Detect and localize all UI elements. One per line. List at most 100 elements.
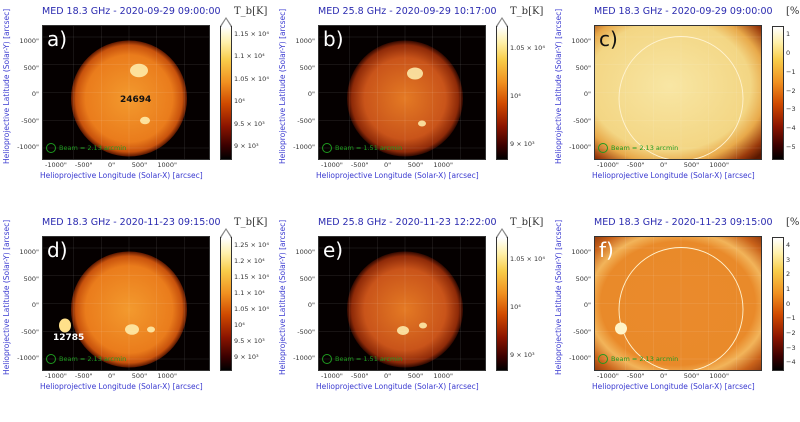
y-tick-label: 0" [31,301,39,309]
x-tick-label: -500" [350,372,369,380]
x-tick-label: 500" [683,372,700,380]
y-axis-label: Helioprojective Latitude (Solar-Y) [arcs… [278,8,287,164]
limb-active-region [615,322,627,335]
beam-text: Beam = 2.13 arcmin [611,144,679,152]
colorbar-tick-label: −3 [786,105,796,114]
panel-label: c) [599,27,618,51]
solar-image [318,236,486,371]
colorbar [772,237,784,371]
colorbar-extend-arrow-fill [497,230,507,238]
x-tick-label: -500" [74,372,93,380]
y-tick-label: -1000" [293,354,315,362]
colorbar-tick-label: 1 [786,30,791,38]
colorbar [220,26,232,160]
colorbar-tick-label: 0 [786,299,791,308]
y-tick-label: 500" [575,63,591,72]
panel-title: MED 25.8 GHz - 2020-11-23 12:22:00 [318,217,497,228]
y-tick-label: 1000" [295,248,315,256]
limb-circle [618,36,744,159]
y-tick-label: 1000" [571,248,591,256]
y-axis-label: Helioprojective Latitude (Solar-Y) [arcs… [554,219,563,375]
x-axis-label: Helioprojective Longitude (Solar-X) [arc… [40,382,203,391]
x-axis-label: Helioprojective Longitude (Solar-X) [arc… [40,171,203,180]
y-tick-label: 1000" [571,37,591,45]
active-region [407,67,423,80]
beam-circle-icon [46,354,56,364]
x-tick-label: -500" [626,372,645,380]
beam-text: Beam = 2.13 arcmin [59,144,127,152]
active-region-number: 24694 [120,95,152,105]
colorbar-tick-label: 3 [786,255,791,264]
beam-legend: Beam = 2.13 arcmin [46,143,126,153]
limb-circle [618,247,744,370]
colorbar [220,237,232,371]
panel-title: MED 18.3 GHz - 2020-11-23 09:15:00 [594,217,773,228]
solar-disk [347,40,463,157]
y-tick-label: 0" [307,301,315,309]
colorbar-extend-arrow-fill [221,19,231,27]
x-axis-label: Helioprojective Longitude (Solar-X) [arc… [316,382,479,391]
panel-label: b) [323,27,344,51]
colorbar-tick-label: −1 [786,314,796,323]
colorbar-extend-arrow-fill [497,19,507,27]
solar-disk [347,251,463,368]
colorbar-tick-label: −2 [786,86,796,95]
panel-a: MED 18.3 GHz - 2020-09-29 09:00:00 a) 2469… [0,0,269,211]
x-tick-label: 500" [131,372,148,380]
active-region [418,120,426,127]
x-tick-label: 0" [660,161,668,169]
y-axis-label: Helioprojective Latitude (Solar-Y) [arcs… [554,8,563,164]
x-tick-label: 0" [384,161,392,169]
y-tick-label: 0" [307,90,315,98]
panel-title: MED 25.8 GHz - 2020-09-29 10:17:00 [318,6,497,17]
colorbar-tick-label: −1 [786,67,796,76]
y-tick-label: -1000" [17,354,39,362]
x-tick-label: 500" [407,161,424,169]
solar-disk [71,251,187,368]
panel-label: d) [47,238,68,262]
colorbar-tick-label: 10⁴ [234,97,245,106]
colorbar [772,26,784,160]
panel-b: MED 25.8 GHz - 2020-09-29 10:17:00 b) Beam… [276,0,545,211]
y-tick-label: 0" [583,90,591,98]
colorbar-tick-label: 9 × 10³ [234,353,259,361]
x-tick-label: -500" [626,161,645,169]
y-axis-label: Helioprojective Latitude (Solar-Y) [arcs… [2,8,11,164]
beam-legend: Beam = 2.13 arcmin [598,354,678,364]
colorbar-tick-label: −5 [786,143,796,152]
colorbar-tick-label: 1.25 × 10⁴ [234,241,269,249]
beam-legend: Beam = 2.13 arcmin [598,143,678,153]
y-tick-label: -500" [297,116,315,125]
beam-circle-icon [598,143,608,153]
colorbar-tick-label: 1.05 × 10⁴ [234,305,269,313]
colorbar-tick-label: 10⁴ [510,303,521,311]
panel-title: MED 18.3 GHz - 2020-09-29 09:00:00 [42,6,221,17]
y-tick-label: -500" [21,327,39,336]
x-tick-label: 1000" [157,372,177,380]
y-tick-label: 0" [583,301,591,309]
panel-c: MED 18.3 GHz - 2020-09-29 09:00:00 c) Beam… [552,0,800,211]
x-axis-label: Helioprojective Longitude (Solar-X) [arc… [592,382,755,391]
solar-image [594,236,762,371]
colorbar-title: [%] [786,6,800,17]
x-tick-label: -1000" [321,161,343,169]
y-tick-label: -500" [297,327,315,336]
x-tick-label: -1000" [597,372,619,380]
colorbar [496,237,508,371]
active-region [140,116,150,125]
y-tick-label: 1000" [19,37,39,45]
colorbar-tick-label: 0 [786,48,791,57]
beam-text: Beam = 2.13 arcmin [59,355,127,363]
colorbar-tick-label: 1.05 × 10⁴ [510,255,545,263]
panel-label: e) [323,238,344,262]
colorbar-tick-label: 9.5 × 10³ [234,337,265,345]
x-tick-label: 0" [108,161,116,169]
x-tick-label: -1000" [45,372,67,380]
solar-image [594,25,762,160]
y-tick-label: 500" [299,63,315,72]
residual-map [595,26,761,159]
x-tick-label: 500" [131,161,148,169]
colorbar-tick-label: −4 [786,124,796,133]
colorbar-tick-label: 9.5 × 10³ [234,119,265,128]
panel-title: MED 18.3 GHz - 2020-11-23 09:15:00 [42,217,221,228]
